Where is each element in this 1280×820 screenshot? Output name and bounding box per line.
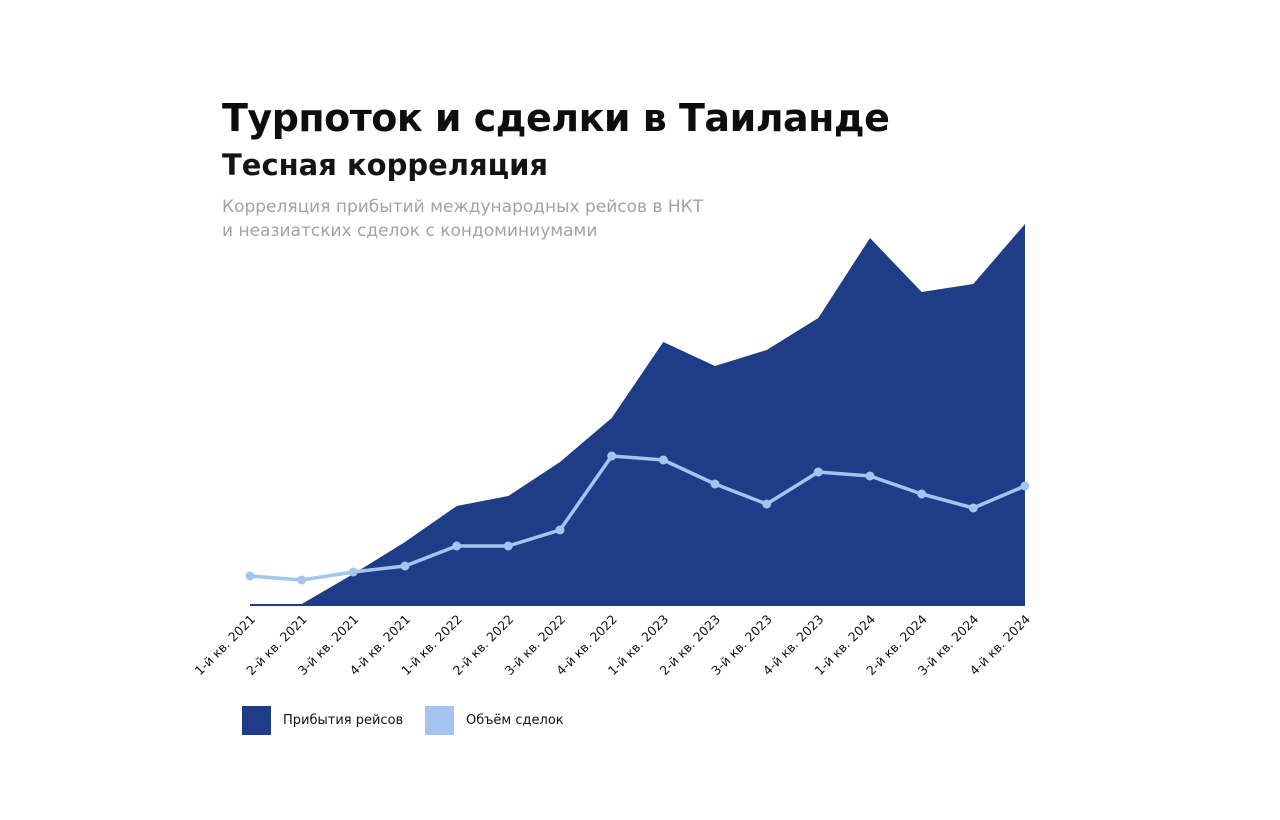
deals-points-layer	[245, 451, 1030, 585]
deals-point	[968, 503, 978, 513]
deals-point	[297, 575, 307, 585]
deals-point	[452, 541, 462, 551]
deals-line	[248, 454, 1027, 582]
flights-area	[250, 224, 1025, 606]
deals-point	[348, 567, 358, 577]
deals-point	[503, 541, 513, 551]
deals-point	[710, 479, 720, 489]
deals-point	[813, 467, 823, 477]
deals-point	[245, 571, 255, 581]
deals-point	[400, 561, 410, 571]
legend-label-deals: Объём сделок	[466, 713, 564, 728]
deals-point	[1020, 481, 1030, 491]
deals-point	[865, 471, 875, 481]
deals-point	[607, 451, 617, 461]
legend-item-deals: Объём сделок	[425, 706, 564, 735]
legend-swatch-flights	[242, 706, 271, 735]
deals-line-layer	[248, 454, 1027, 582]
deals-point	[762, 499, 772, 509]
flights-area-layer	[250, 224, 1025, 606]
description-line-1: Корреляция прибытий международных рейсов…	[222, 197, 704, 217]
deals-point	[555, 525, 565, 535]
chart-title: Турпоток и сделки в Таиланде	[222, 96, 890, 140]
legend-item-flights: Прибытия рейсов	[242, 706, 403, 735]
description-line-2: и неазиатских сделок с кондоминиумами	[222, 221, 598, 241]
chart-description: Корреляция прибытий международных рейсов…	[222, 195, 703, 243]
deals-point	[658, 455, 668, 465]
legend-label-flights: Прибытия рейсов	[283, 713, 404, 728]
chart-subtitle: Тесная корреляция	[222, 148, 549, 182]
legend-swatch-deals	[425, 706, 454, 735]
deals-point	[917, 489, 927, 499]
